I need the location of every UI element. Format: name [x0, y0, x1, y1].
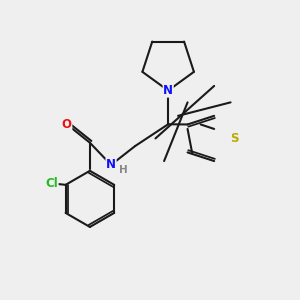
Text: H: H [119, 165, 128, 175]
Text: Cl: Cl [45, 177, 58, 190]
Text: S: S [230, 132, 238, 145]
Text: N: N [106, 158, 116, 171]
Text: N: N [163, 84, 173, 97]
Text: O: O [62, 118, 72, 131]
